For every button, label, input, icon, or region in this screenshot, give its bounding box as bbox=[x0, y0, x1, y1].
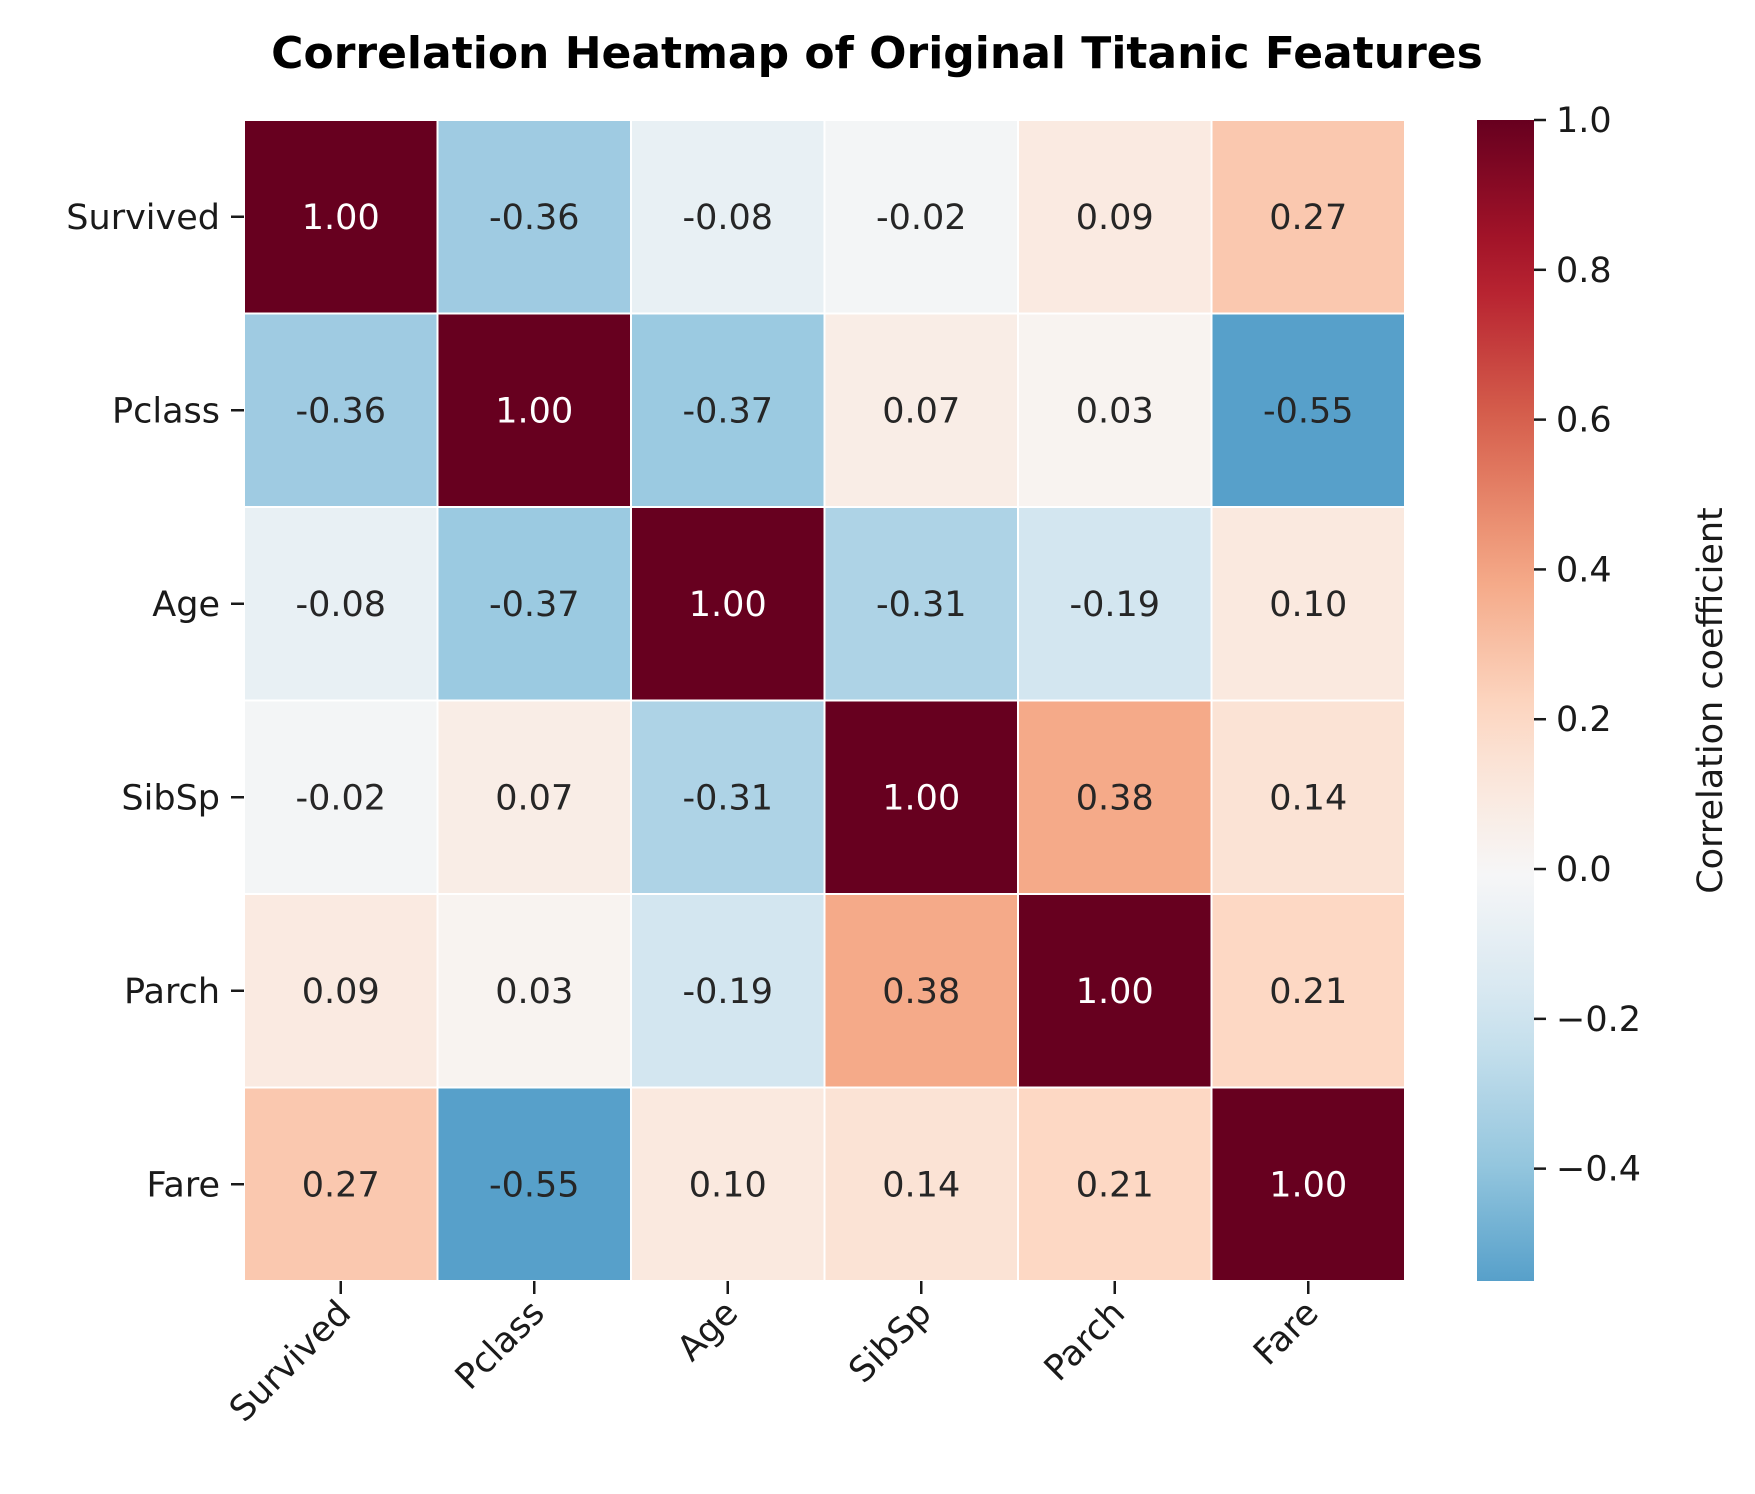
heatmap-cells: 1.00 -0.36 -0.08 -0.02 0.09 0.27 -0.36 1.00 -0.3… bbox=[243, 119, 1406, 1282]
heatmap-cell bbox=[436, 699, 632, 895]
colorbar-label: Correlation coefficient bbox=[1691, 507, 1731, 894]
chart-title: Correlation Heatmap of Original Titanic … bbox=[271, 28, 1483, 79]
y-tick-label: Pclass bbox=[112, 391, 220, 431]
heatmap-cell bbox=[1210, 119, 1406, 315]
y-tick-label: Survived bbox=[66, 198, 220, 238]
cell-value-label: -0.36 bbox=[295, 391, 386, 431]
y-axis: Survived Pclass Age SibSp Parch Fare bbox=[66, 198, 244, 1205]
heatmap-cell bbox=[436, 506, 632, 702]
cell-value-label: 0.27 bbox=[1269, 198, 1347, 238]
cell-value-label: -0.55 bbox=[489, 1165, 580, 1205]
cell-value-label: 0.38 bbox=[882, 972, 960, 1012]
cell-value-label: 0.38 bbox=[1076, 778, 1154, 818]
heatmap-cell bbox=[243, 893, 439, 1089]
heatmap-cell bbox=[630, 506, 826, 702]
cell-value-label: 0.09 bbox=[302, 972, 380, 1012]
cell-value-label: 0.03 bbox=[1076, 391, 1154, 431]
cell-value-label: -0.02 bbox=[295, 778, 386, 818]
heatmap-cell bbox=[1210, 506, 1406, 702]
heatmap-cell bbox=[823, 312, 1019, 508]
cell-value-label: 0.21 bbox=[1076, 1165, 1154, 1205]
colorbar-ticks: 1.0 0.8 0.6 0.4 0.2 0.0 −0.2 −0.4 bbox=[1534, 101, 1641, 1190]
heatmap-cell bbox=[1017, 506, 1213, 702]
heatmap-cell bbox=[1017, 119, 1213, 315]
heatmap-cell bbox=[823, 119, 1019, 315]
colorbar-tick-label: 0.4 bbox=[1556, 550, 1612, 590]
heatmap-cell bbox=[436, 312, 632, 508]
cell-value-label: -0.55 bbox=[1263, 391, 1354, 431]
colorbar-tick-label: −0.4 bbox=[1556, 1150, 1641, 1190]
x-tick-label: Survived bbox=[222, 1293, 359, 1430]
x-axis: Survived Pclass Age SibSp Parch Fare bbox=[222, 1281, 1327, 1430]
cell-value-label: -0.02 bbox=[876, 198, 967, 238]
heatmap-cell bbox=[823, 506, 1019, 702]
heatmap-cell bbox=[1017, 699, 1213, 895]
y-tick-label: Fare bbox=[146, 1165, 220, 1205]
colorbar-gradient bbox=[1477, 120, 1534, 1281]
y-tick-label: Parch bbox=[124, 972, 220, 1012]
cell-value-label: 1.00 bbox=[1269, 1165, 1347, 1205]
colorbar-tick-label: 0.2 bbox=[1556, 700, 1612, 740]
heatmap-cell bbox=[243, 699, 439, 895]
colorbar-tick-label: 0.0 bbox=[1556, 850, 1612, 890]
cell-value-label: 1.00 bbox=[689, 585, 767, 625]
x-tick-label: Fare bbox=[1246, 1293, 1326, 1373]
heatmap-cell bbox=[1210, 699, 1406, 895]
y-tick-label: Age bbox=[152, 585, 220, 625]
heatmap-cell bbox=[1210, 893, 1406, 1089]
cell-value-label: 0.14 bbox=[882, 1165, 960, 1205]
heatmap-cell bbox=[1210, 312, 1406, 508]
cell-value-label: 0.10 bbox=[689, 1165, 767, 1205]
heatmap-cell bbox=[1210, 1086, 1406, 1282]
cell-value-label: 0.07 bbox=[882, 391, 960, 431]
heatmap-cell bbox=[243, 1086, 439, 1282]
colorbar-tick-label: 0.6 bbox=[1556, 401, 1612, 441]
cell-value-label: 0.07 bbox=[495, 778, 573, 818]
x-tick-label: Parch bbox=[1037, 1293, 1133, 1389]
cell-value-label: -0.31 bbox=[876, 585, 967, 625]
cell-value-label: -0.08 bbox=[682, 198, 773, 238]
heatmap-cell bbox=[823, 893, 1019, 1089]
y-tick-label: SibSp bbox=[121, 778, 220, 818]
cell-value-label: 0.21 bbox=[1269, 972, 1347, 1012]
cell-value-label: 0.27 bbox=[302, 1165, 380, 1205]
heatmap-cell bbox=[1017, 893, 1213, 1089]
x-tick-label: Age bbox=[670, 1293, 746, 1369]
x-tick-label: Pclass bbox=[448, 1293, 553, 1398]
cell-value-label: -0.36 bbox=[489, 198, 580, 238]
heatmap-cell bbox=[630, 893, 826, 1089]
heatmap-cell bbox=[823, 699, 1019, 895]
colorbar: 1.0 0.8 0.6 0.4 0.2 0.0 −0.2 −0.4 Correlation c… bbox=[1477, 101, 1731, 1281]
heatmap-cell bbox=[1017, 1086, 1213, 1282]
colorbar-tick-label: −0.2 bbox=[1556, 1000, 1641, 1040]
cell-value-label: -0.31 bbox=[682, 778, 773, 818]
cell-value-label: -0.37 bbox=[489, 585, 580, 625]
cell-value-label: 0.03 bbox=[495, 972, 573, 1012]
cell-value-label: 1.00 bbox=[882, 778, 960, 818]
cell-value-label: 0.10 bbox=[1269, 585, 1347, 625]
heatmap-cell bbox=[243, 119, 439, 315]
cell-value-label: -0.37 bbox=[682, 391, 773, 431]
colorbar-tick-label: 1.0 bbox=[1556, 101, 1612, 141]
cell-value-label: 1.00 bbox=[495, 391, 573, 431]
heatmap-cell bbox=[243, 506, 439, 702]
cell-value-label: -0.08 bbox=[295, 585, 386, 625]
cell-value-label: -0.19 bbox=[1069, 585, 1160, 625]
cell-value-label: 0.14 bbox=[1269, 778, 1347, 818]
cell-value-label: 1.00 bbox=[302, 198, 380, 238]
colorbar-tick-label: 0.8 bbox=[1556, 251, 1612, 291]
cell-value-label: 0.09 bbox=[1076, 198, 1154, 238]
heatmap-cell bbox=[436, 119, 632, 315]
cell-value-label: 1.00 bbox=[1076, 972, 1154, 1012]
cell-value-label: -0.19 bbox=[682, 972, 773, 1012]
heatmap-cell bbox=[630, 699, 826, 895]
x-tick-label: SibSp bbox=[842, 1293, 940, 1391]
heatmap-cell bbox=[630, 119, 826, 315]
